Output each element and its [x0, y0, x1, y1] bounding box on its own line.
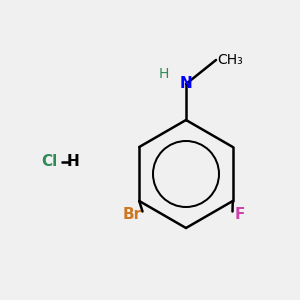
Text: Br: Br [122, 207, 142, 222]
Text: F: F [235, 207, 245, 222]
Text: CH₃: CH₃ [218, 53, 243, 67]
Text: H: H [67, 154, 80, 169]
Text: Cl: Cl [41, 154, 58, 169]
Text: H: H [158, 67, 169, 80]
Text: N: N [180, 76, 192, 92]
